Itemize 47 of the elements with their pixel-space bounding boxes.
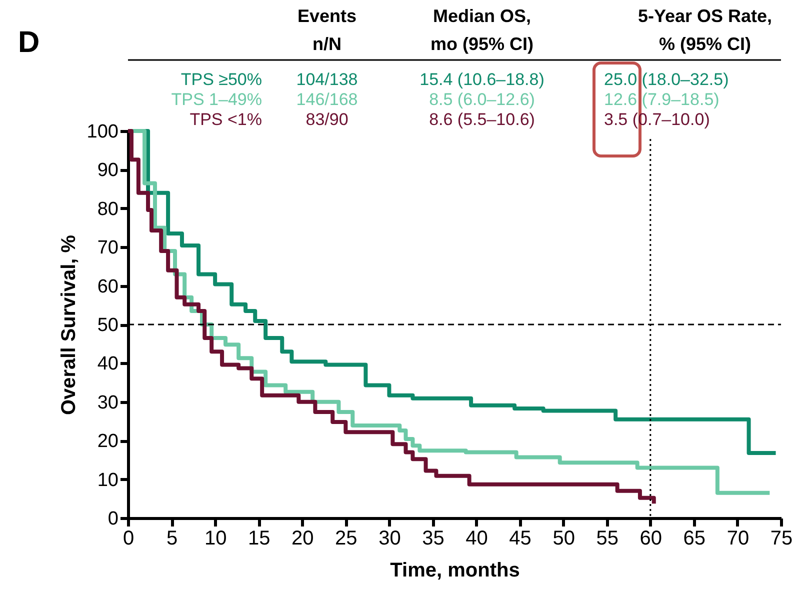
- y-tick-label: 80: [97, 198, 118, 220]
- text: mo (95% CI): [430, 34, 534, 54]
- y-tick-label: 0: [108, 508, 118, 530]
- text: 146/168: [296, 90, 358, 109]
- y-tick-label: 70: [97, 238, 118, 259]
- y-tick-label: 60: [97, 276, 118, 298]
- text: n/N: [312, 34, 342, 54]
- text: 8.6 (5.5–10.6): [429, 110, 535, 129]
- text: Events: [297, 6, 357, 26]
- text: 5-Year OS Rate,: [638, 6, 772, 26]
- text: % (95% CI): [658, 34, 752, 54]
- x-tick-label: 30: [378, 528, 401, 550]
- x-tick-label: 35: [422, 528, 444, 550]
- x-tick-label: 70: [726, 528, 750, 550]
- text: 8.5 (6.0–12.6): [429, 90, 535, 109]
- x-tick-label: 55: [596, 528, 618, 550]
- x-tick-label: 5: [166, 528, 178, 550]
- y-tick-label: 10: [97, 470, 118, 491]
- y-tick-label: 20: [97, 431, 118, 452]
- y-tick-label: 100: [86, 122, 118, 142]
- x-tick-label: 75: [770, 528, 793, 550]
- x-tick-label: 40: [466, 528, 488, 550]
- x-tick-label: 65: [683, 528, 706, 550]
- y-tick-label: 30: [97, 392, 118, 414]
- x-tick-label: 10: [204, 528, 227, 550]
- x-tick-label: 20: [292, 528, 314, 550]
- text: Median OS,: [432, 6, 532, 26]
- y-axis-title: Overall Survival, %: [58, 234, 80, 416]
- y-tick-label: 40: [97, 354, 118, 375]
- chart-title: D: [18, 26, 40, 59]
- text: 25.0 (18.0–32.5): [604, 70, 729, 89]
- y-tick-label: 90: [97, 160, 118, 182]
- y-tick-label: 50: [97, 315, 118, 336]
- x-tick-label: 60: [640, 528, 662, 550]
- text: 104/138: [296, 70, 358, 89]
- text: TPS ≥50%: [180, 70, 262, 89]
- x-tick-label: 50: [552, 528, 575, 550]
- x-tick-label: 15: [248, 528, 270, 550]
- text: 83/90: [306, 110, 348, 129]
- text: 15.4 (10.6–18.8): [420, 70, 544, 89]
- text: TPS <1%: [190, 110, 262, 129]
- text: TPS 1–49%: [171, 90, 262, 109]
- x-axis-title: Time, months: [390, 560, 520, 582]
- x-tick-label: 25: [335, 528, 358, 550]
- x-tick-label: 45: [509, 528, 532, 550]
- text: 12.6 (7.9–18.5): [604, 90, 720, 109]
- x-tick-label: 0: [122, 528, 134, 550]
